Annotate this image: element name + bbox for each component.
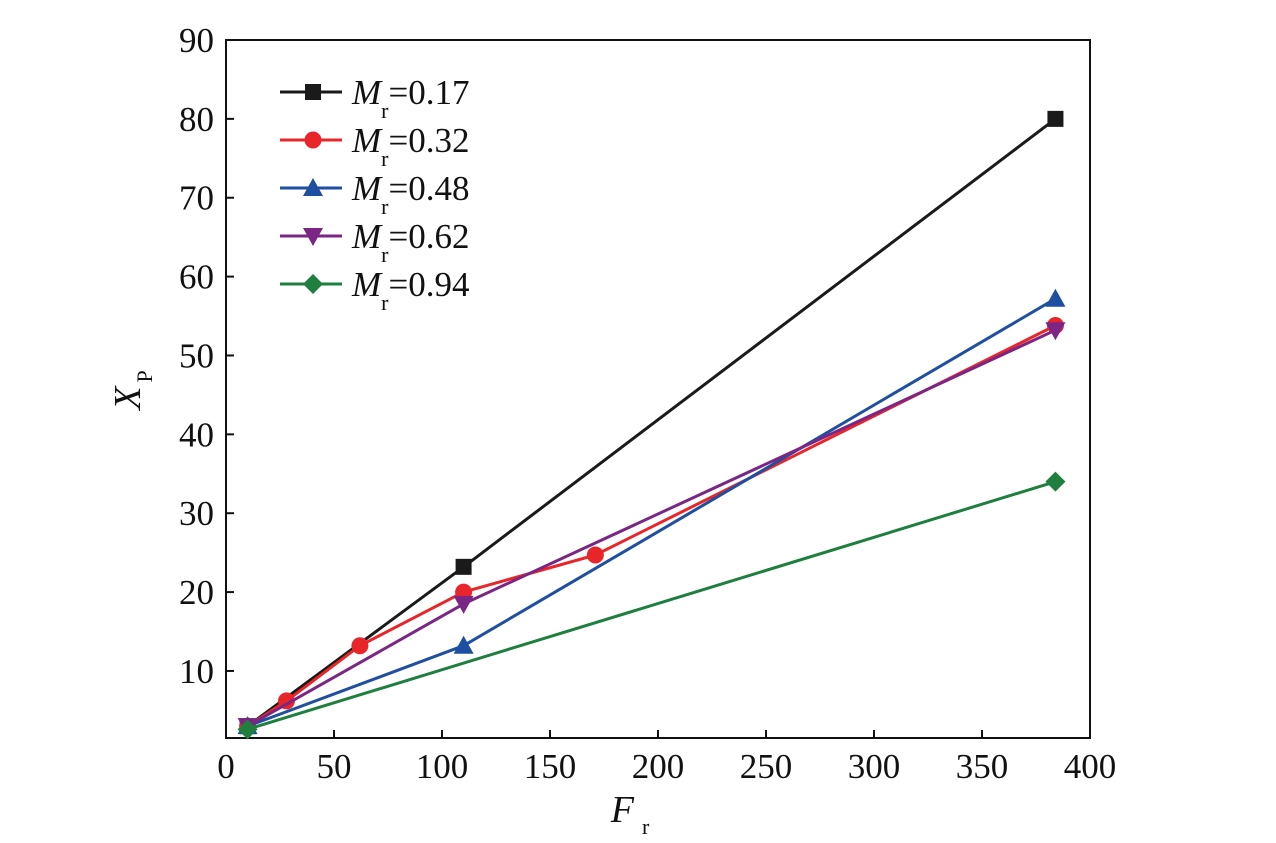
legend-label-sub: r [381, 242, 389, 267]
legend-label-var: M [351, 217, 383, 256]
legend-label-value: =0.94 [388, 265, 469, 304]
data-point [237, 719, 258, 740]
legend-label-value: =0.48 [388, 169, 469, 208]
legend-swatch-marker [304, 131, 322, 149]
x-tick-label: 250 [740, 747, 793, 786]
y-tick-label: 60 [179, 258, 214, 297]
x-tick-label: 150 [524, 747, 577, 786]
series-2 [239, 317, 1064, 735]
x-axis-title-main: F [610, 789, 635, 831]
series-4 [237, 322, 1066, 737]
data-point [1045, 322, 1066, 341]
data-point [455, 558, 472, 575]
y-tick-label: 40 [179, 415, 214, 454]
data-point [586, 546, 604, 564]
legend-item: Mr=0.32 [280, 121, 469, 171]
legend-swatch-marker [303, 178, 323, 196]
legend-label-value: =0.62 [388, 217, 469, 256]
x-tick-label: 200 [632, 747, 685, 786]
legend-label-var: M [351, 121, 383, 160]
x-tick-label: 0 [217, 747, 235, 786]
legend-swatch-marker [303, 274, 323, 294]
legend-label-value: =0.17 [388, 73, 469, 112]
data-point [453, 595, 474, 614]
series-layer [237, 110, 1066, 740]
x-axis-title-sub: r [642, 814, 650, 839]
legend-label: Mr=0.17 [351, 73, 469, 123]
y-tick-label: 30 [179, 494, 214, 533]
legend-label: Mr=0.48 [351, 169, 469, 219]
series-line [247, 297, 1057, 728]
legend-label-var: M [351, 73, 383, 112]
y-tick-label: 80 [179, 100, 214, 139]
legend-label-var: M [351, 169, 383, 208]
data-point [1047, 110, 1064, 127]
x-tick-label: 50 [317, 747, 352, 786]
y-tick-label: 10 [179, 652, 214, 691]
y-tick-label: 20 [179, 573, 214, 612]
legend-label-sub: r [381, 194, 389, 219]
data-point [1045, 471, 1066, 492]
series-3 [237, 288, 1066, 735]
legend-label-sub: r [381, 290, 389, 315]
legend-item: Mr=0.94 [280, 265, 469, 315]
data-point [1045, 288, 1066, 307]
legend-item: Mr=0.48 [280, 169, 469, 219]
x-tick-label: 400 [1064, 747, 1117, 786]
legend-label-var: M [351, 265, 383, 304]
x-tick-label: 300 [848, 747, 901, 786]
legend-label: Mr=0.94 [351, 265, 469, 315]
legend-swatch-marker [303, 228, 323, 246]
x-tick-label: 100 [416, 747, 469, 786]
legend-label: Mr=0.32 [351, 121, 469, 171]
y-axis-title: XP [107, 370, 157, 411]
data-point [453, 635, 474, 654]
legend-swatch-marker [305, 84, 321, 100]
legend-label: Mr=0.62 [351, 217, 469, 267]
legend-item: Mr=0.17 [280, 73, 469, 123]
y-tick-label: 50 [179, 336, 214, 375]
data-point [351, 637, 369, 655]
y-tick-label: 70 [179, 179, 214, 218]
y-tick-label: 90 [179, 21, 214, 60]
y-axis-title-main: X [107, 385, 149, 412]
series-line [246, 117, 1057, 728]
legend-label-sub: r [381, 98, 389, 123]
legend-label-value: =0.32 [388, 121, 469, 160]
legend-label-sub: r [381, 146, 389, 171]
legend-item: Mr=0.62 [280, 217, 469, 267]
y-axis-title-sub: P [132, 370, 157, 382]
series-5 [237, 471, 1066, 740]
x-tick-label: 350 [956, 747, 1009, 786]
series-line [247, 480, 1056, 731]
axis-ticks: 0 50 100 150 200 250 300 350 400 10 20 30 40 50 60 70 80… [179, 21, 1116, 786]
